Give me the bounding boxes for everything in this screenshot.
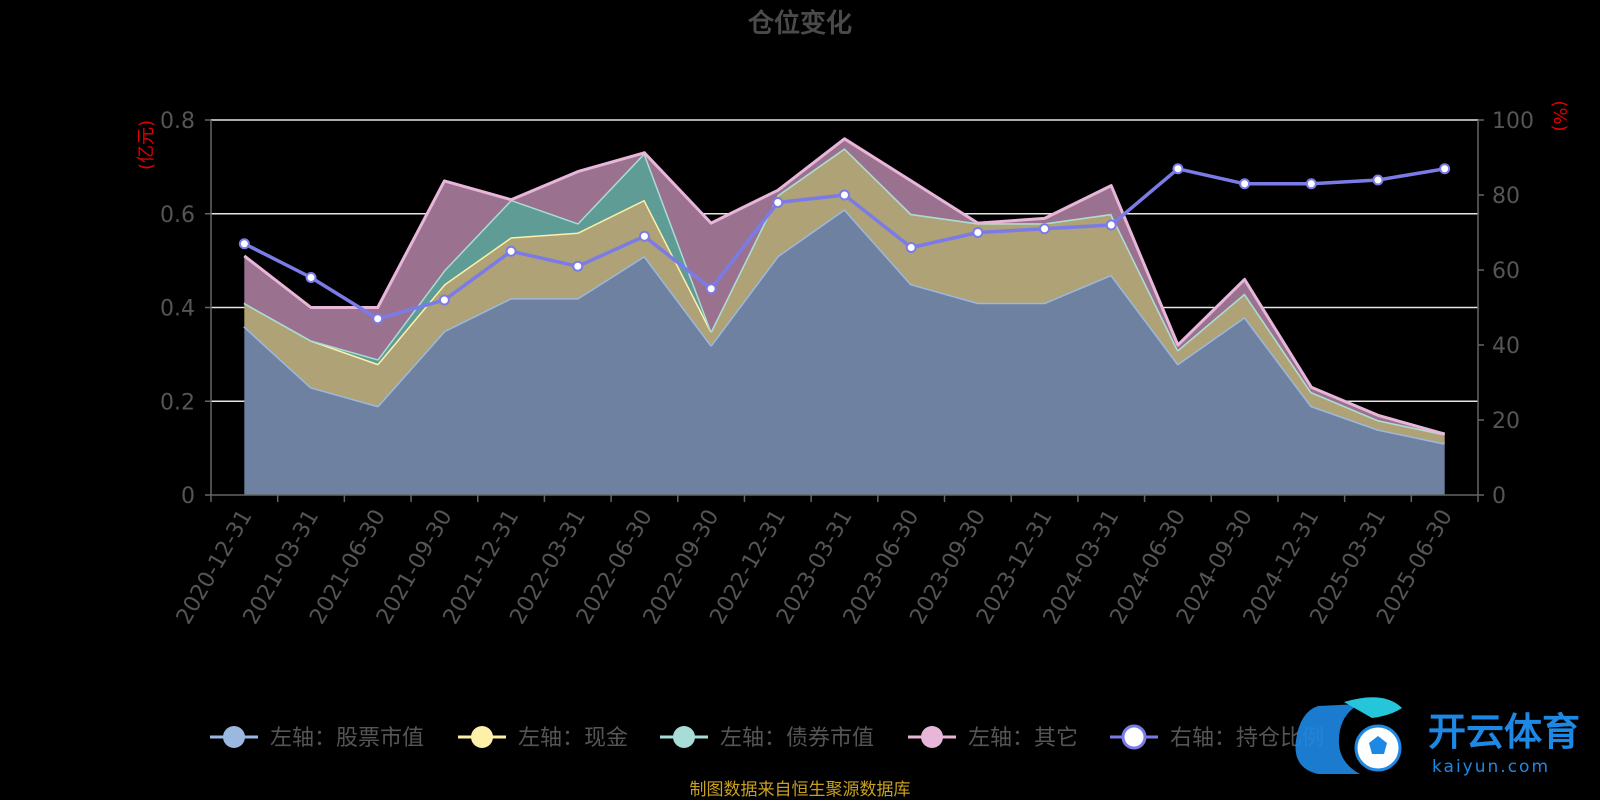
right-tick-label-4: 80 xyxy=(1492,184,1520,209)
ratio-point-1 xyxy=(305,272,317,283)
source-note: 制图数据来自恒生聚源数据库 xyxy=(690,780,911,800)
ratio-point-11 xyxy=(972,227,984,238)
legend-marker-5 xyxy=(1121,724,1147,750)
plot-areas xyxy=(243,137,1446,495)
chart-title: 仓位变化 xyxy=(747,8,852,39)
ratio-point-15 xyxy=(1239,178,1251,190)
left-tick-label-3: 0.6 xyxy=(160,203,195,228)
ratio-point-5 xyxy=(572,260,584,272)
right-axis-unit: (%) xyxy=(1549,100,1570,131)
ratio-point-4 xyxy=(505,245,517,257)
ratio-point-17 xyxy=(1372,174,1384,186)
legend-label-1: 左轴：股票市值 xyxy=(270,726,424,751)
right-tick-label-5: 100 xyxy=(1492,109,1534,134)
area-fill-2 xyxy=(244,148,1445,444)
legend-marker-3 xyxy=(673,726,695,748)
ratio-point-14 xyxy=(1172,163,1184,175)
left-tick-label-4: 0.8 xyxy=(160,109,195,134)
ratio-point-10 xyxy=(905,242,917,253)
watermark-logo-icon xyxy=(1295,697,1402,774)
legend-label-2: 左轴：现金 xyxy=(518,726,628,751)
watermark-subtext: kaiyun.com xyxy=(1432,757,1550,777)
ratio-point-8 xyxy=(772,197,784,208)
ratio-point-6 xyxy=(638,230,650,242)
ratio-line xyxy=(238,163,1451,325)
area-fill-3 xyxy=(244,148,1445,435)
ratio-point-12 xyxy=(1039,223,1051,235)
watermark-text: 开云体育 xyxy=(1428,710,1580,754)
left-tick-label-0: 0 xyxy=(181,484,195,509)
ratio-point-0 xyxy=(238,238,250,250)
ratio-point-13 xyxy=(1105,219,1117,231)
legend-marker-1 xyxy=(223,726,245,748)
ratio-point-16 xyxy=(1305,178,1317,190)
legend-label-3: 左轴：债券市值 xyxy=(720,726,874,751)
ratio-point-7 xyxy=(705,283,717,295)
left-axis-unit: (亿元) xyxy=(136,120,157,170)
right-tick-label-1: 20 xyxy=(1492,409,1520,434)
legend-marker-4 xyxy=(921,726,943,748)
right-tick-label-2: 40 xyxy=(1492,334,1520,359)
legend: 左轴：股票市值 左轴：现金 左轴：债券市值 左轴：其它 右轴：持仓比例 xyxy=(210,724,1324,751)
legend-label-4: 左轴：其它 xyxy=(968,726,1078,751)
right-tick-label-0: 0 xyxy=(1492,484,1506,509)
area-edge-4 xyxy=(243,137,1446,436)
ratio-point-3 xyxy=(438,294,450,306)
ratio-point-9 xyxy=(839,189,850,201)
legend-marker-2 xyxy=(471,726,493,748)
right-tick-label-3: 60 xyxy=(1492,259,1520,284)
left-tick-label-2: 0.4 xyxy=(160,297,195,322)
ratio-point-18 xyxy=(1439,163,1451,175)
ratio-point-2 xyxy=(372,313,384,325)
watermark: 开云体育 kaiyun.com xyxy=(1295,697,1580,777)
area-fill-1 xyxy=(244,209,1445,495)
left-tick-label-1: 0.2 xyxy=(160,390,195,415)
